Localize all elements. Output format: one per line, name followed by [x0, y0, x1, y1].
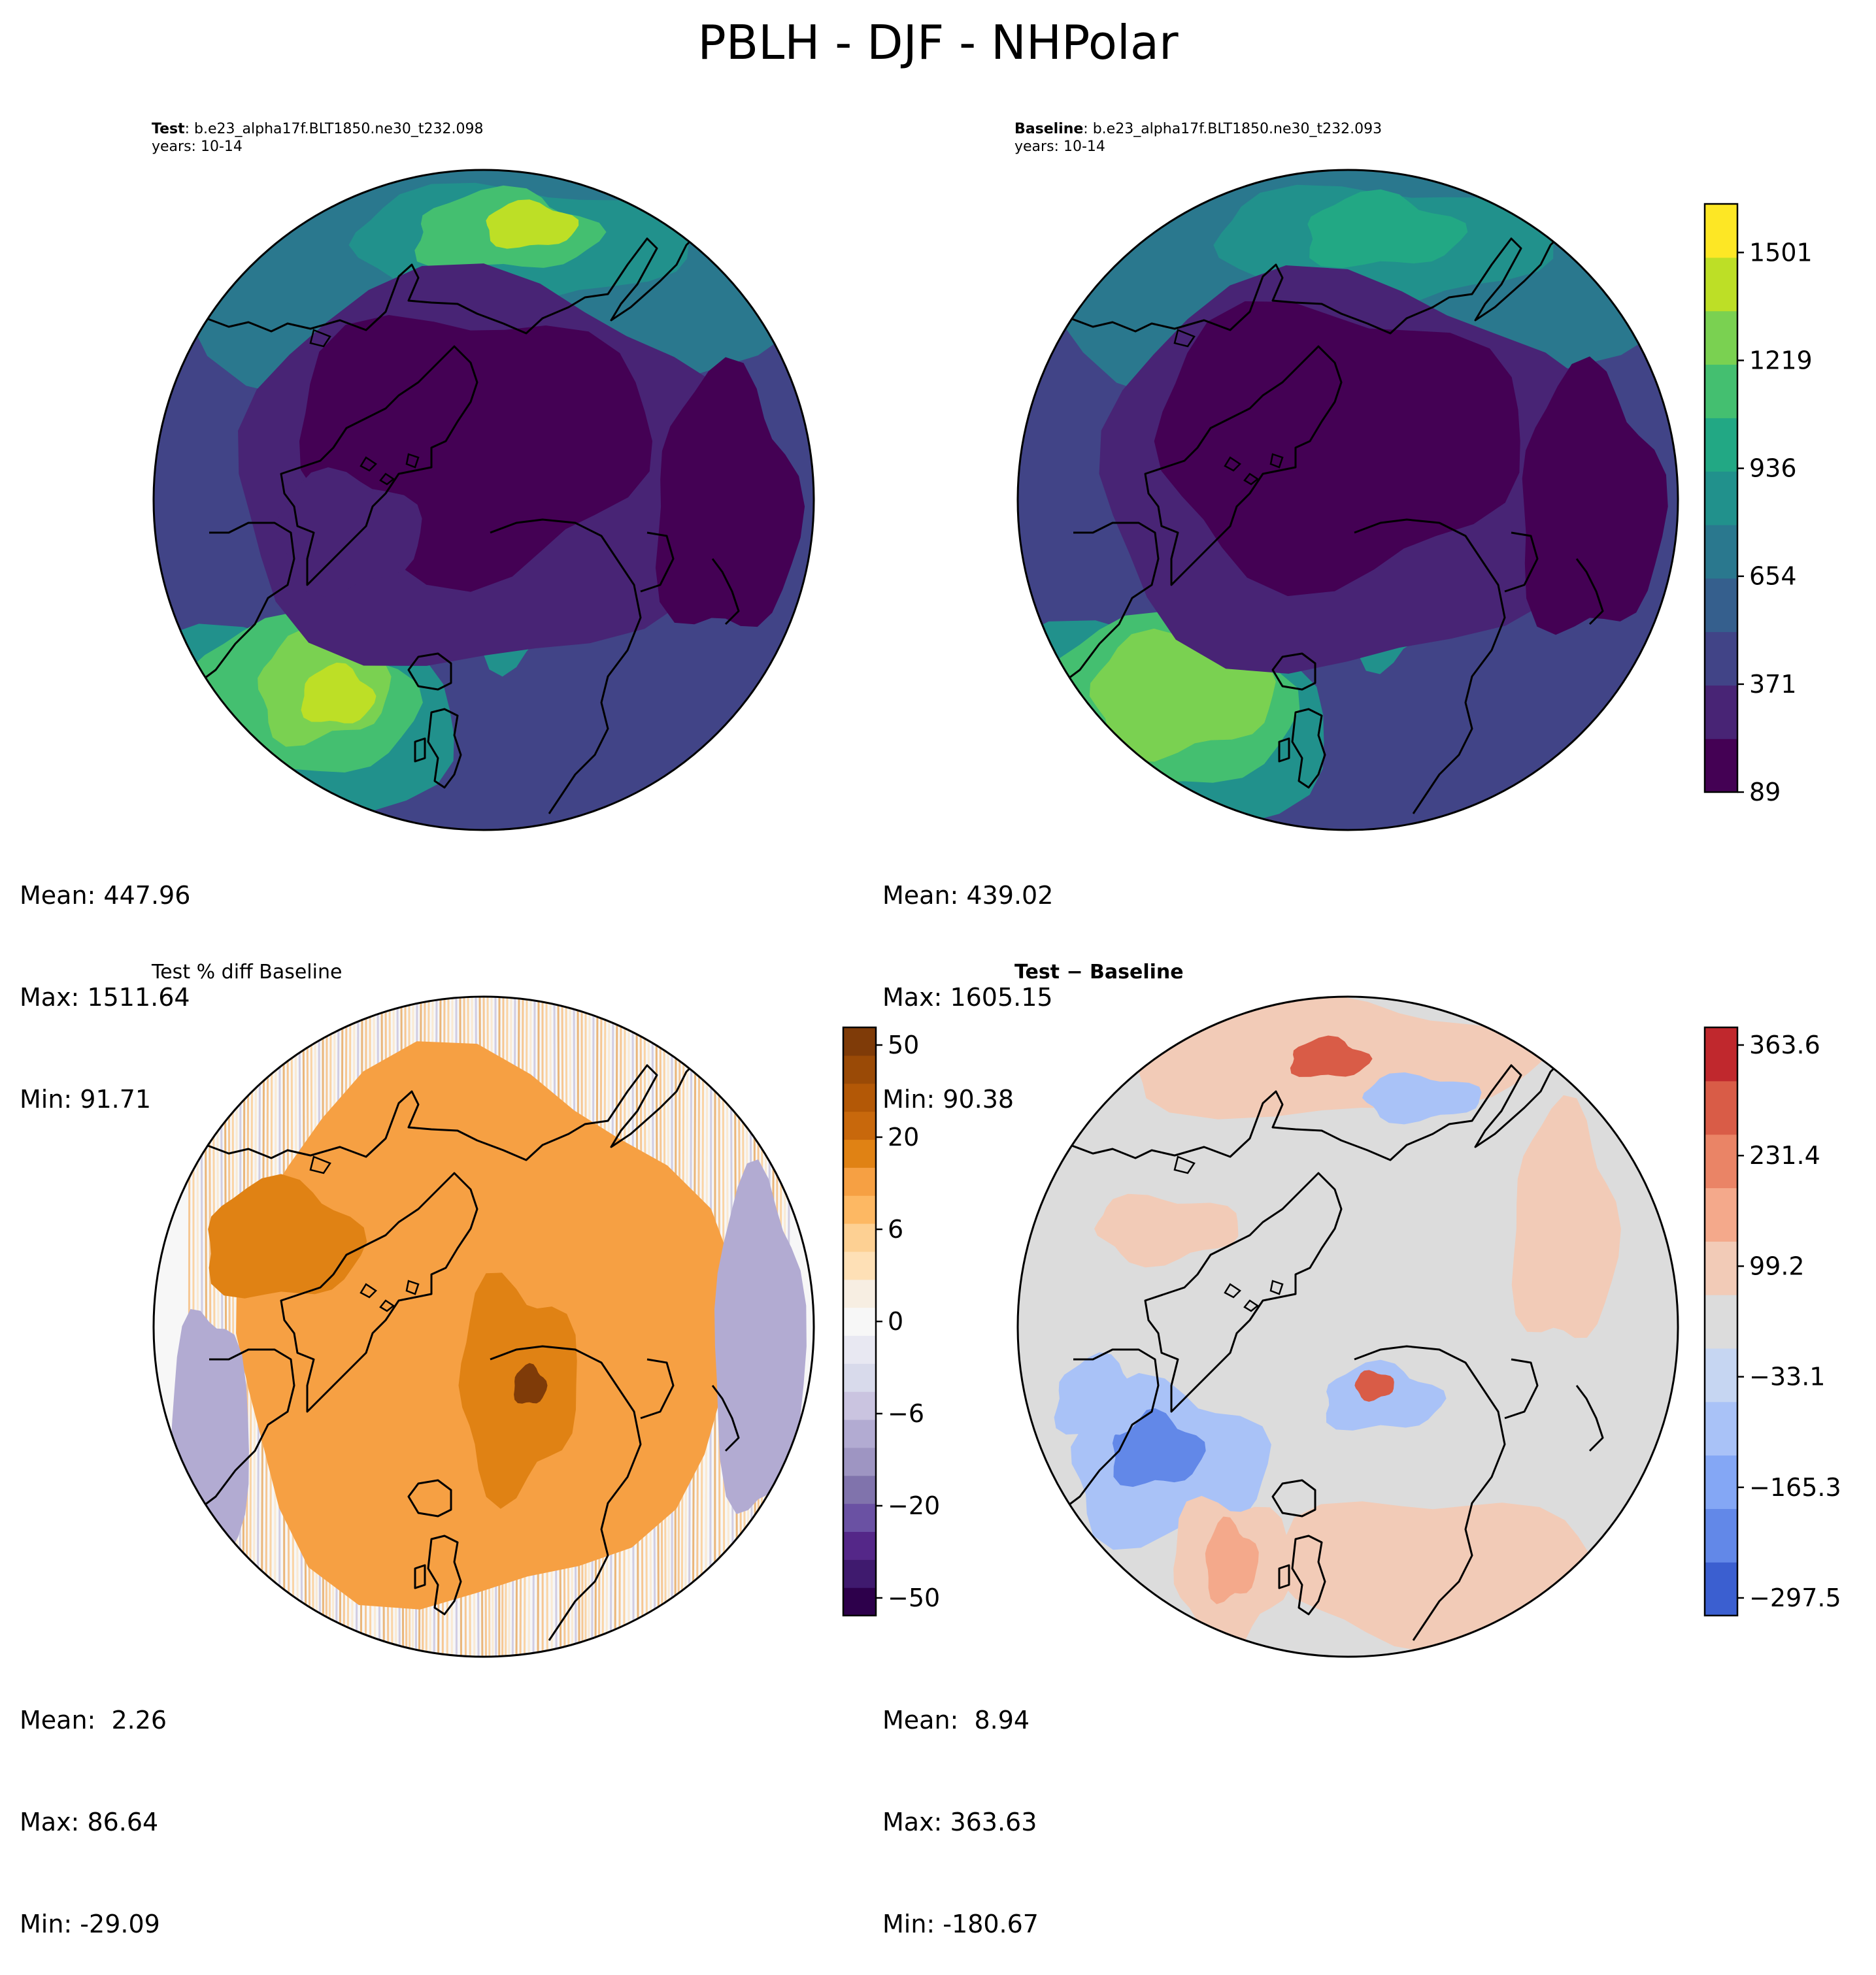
pct-colorbar-tick-label: −6 — [888, 1399, 924, 1428]
diff-colorbar-segment — [1705, 1562, 1737, 1616]
pct-diff-map-streak — [225, 993, 227, 1660]
pct-diff-stats: Mean: 2.26 Max: 86.64 Min: -29.09 — [20, 1635, 167, 1975]
pct-colorbar-tick-label: −50 — [888, 1584, 940, 1612]
diff-stats: Mean: 8.94 Max: 363.63 Min: -180.67 — [882, 1635, 1039, 1975]
test-min: Min: 91.71 — [20, 1082, 190, 1116]
top-colorbar-tick-label: 1219 — [1749, 346, 1813, 374]
test-case: : b.e23_alpha17f.BLT1850.ne30_t232.098 — [185, 121, 484, 137]
top-colorbar-tick-label: 89 — [1749, 778, 1781, 806]
pct-colorbar-segment — [843, 1223, 876, 1252]
pct-colorbar-tick-label: 0 — [888, 1307, 903, 1336]
diff-colorbar-segment — [1705, 1455, 1737, 1509]
pct-colorbar-segment — [843, 1167, 876, 1195]
pct-colorbar-tick-label: 6 — [888, 1215, 903, 1244]
diff-min: Min: -180.67 — [882, 1907, 1039, 1941]
pct-colorbar-segment — [843, 1363, 876, 1391]
top-colorbar-tick-label: 1501 — [1749, 238, 1813, 267]
diff-colorbar-tick-label: 231.4 — [1749, 1141, 1820, 1170]
top-colorbar-segment — [1705, 632, 1737, 686]
top-colorbar-segment — [1705, 471, 1737, 525]
pct-colorbar-segment — [843, 1112, 876, 1140]
pct-colorbar-segment — [843, 1308, 876, 1336]
pct-colorbar-segment — [843, 1280, 876, 1308]
pct-colorbar-segment — [843, 1252, 876, 1280]
pct-colorbar-segment — [843, 1448, 876, 1476]
top-colorbar-tick-label: 371 — [1749, 670, 1797, 699]
top-colorbar-segment — [1705, 364, 1737, 418]
test-max: Max: 1511.64 — [20, 980, 190, 1014]
top-colorbar-segment — [1705, 311, 1737, 365]
pct-colorbar-segment — [843, 1055, 876, 1084]
diff-colorbar-tick-label: −297.5 — [1749, 1584, 1841, 1612]
top-colorbar-segment — [1705, 418, 1737, 471]
pct-colorbar-tick-label: −20 — [888, 1491, 940, 1520]
pct-colorbar-segment — [843, 1476, 876, 1504]
pct-diff-mean: Mean: 2.26 — [20, 1703, 167, 1737]
baseline-header: Baseline: b.e23_alpha17f.BLT1850.ne30_t2… — [1014, 120, 1382, 156]
diff-colorbar: −297.5 −165.3 −33.1 99.2 231.4 363.6 — [1705, 1027, 1855, 1622]
pct-colorbar-segment — [843, 1027, 876, 1055]
test-map — [150, 167, 817, 833]
diff-colorbar-segment — [1705, 1135, 1737, 1188]
pct-colorbar-segment — [843, 1504, 876, 1532]
diff-mean: Mean: 8.94 — [882, 1703, 1039, 1737]
diff-colorbar-segment — [1705, 1027, 1737, 1081]
top-colorbar-segment — [1705, 204, 1737, 257]
diff-colorbar-segment — [1705, 1081, 1737, 1135]
test-years: years: 10-14 — [152, 139, 243, 155]
test-mean: Mean: 447.96 — [20, 878, 190, 912]
top-colorbar-segment — [1705, 578, 1737, 632]
pct-colorbar-segment — [843, 1531, 876, 1559]
diff-map — [1014, 993, 1681, 1660]
pct-colorbar-segment — [843, 1559, 876, 1587]
test-stats: Mean: 447.96 Max: 1511.64 Min: 91.71 — [20, 810, 190, 1150]
pct-colorbar-segment — [843, 1419, 876, 1448]
diff-colorbar-segment — [1705, 1508, 1737, 1562]
diff-colorbar-segment — [1705, 1241, 1737, 1295]
pct-diff-map-streak — [221, 993, 224, 1660]
top-colorbar-segment — [1705, 525, 1737, 578]
pct-colorbar-segment — [843, 1139, 876, 1167]
pct-diff-map-streak — [217, 993, 220, 1660]
test-label: Test — [152, 121, 185, 137]
pct-diff-map-streak — [229, 993, 230, 1660]
top-colorbar-segment — [1705, 257, 1737, 311]
pct-diff-map — [150, 993, 817, 1660]
diff-colorbar-tick-label: 99.2 — [1749, 1252, 1805, 1280]
diff-colorbar-segment — [1705, 1295, 1737, 1348]
pct-colorbar-segment — [843, 1391, 876, 1419]
top-colorbar-segment — [1705, 739, 1737, 792]
figure-title: PBLH - DJF - NHPolar — [0, 14, 1876, 71]
top-colorbar-tick-label: 654 — [1749, 562, 1797, 591]
top-colorbar-segment — [1705, 685, 1737, 739]
pct-colorbar-segment — [843, 1084, 876, 1112]
baseline-label: Baseline — [1014, 121, 1083, 137]
diff-colorbar-segment — [1705, 1187, 1737, 1241]
diff-colorbar-tick-label: −165.3 — [1749, 1473, 1841, 1502]
baseline-stats: Mean: 439.02 Max: 1605.15 Min: 90.38 — [882, 810, 1053, 1150]
pct-diff-max: Max: 86.64 — [20, 1805, 167, 1839]
baseline-min: Min: 90.38 — [882, 1082, 1053, 1116]
baseline-mean: Mean: 439.02 — [882, 878, 1053, 912]
baseline-map — [1014, 167, 1681, 833]
pct-colorbar-segment — [843, 1587, 876, 1616]
baseline-case: : b.e23_alpha17f.BLT1850.ne30_t232.093 — [1083, 121, 1382, 137]
top-colorbar-tick-label: 936 — [1749, 454, 1797, 483]
diff-colorbar-tick-label: 363.6 — [1749, 1031, 1820, 1059]
pct-colorbar-segment — [843, 1195, 876, 1223]
diff-colorbar-segment — [1705, 1402, 1737, 1455]
diff-colorbar-tick-label: −33.1 — [1749, 1363, 1825, 1391]
pct-colorbar-segment — [843, 1335, 876, 1363]
diff-max: Max: 363.63 — [882, 1805, 1039, 1839]
diff-colorbar-segment — [1705, 1348, 1737, 1402]
pct-diff-min: Min: -29.09 — [20, 1907, 167, 1941]
baseline-years: years: 10-14 — [1014, 139, 1105, 155]
baseline-max: Max: 1605.15 — [882, 980, 1053, 1014]
test-header: Test: b.e23_alpha17f.BLT1850.ne30_t232.0… — [152, 120, 483, 156]
